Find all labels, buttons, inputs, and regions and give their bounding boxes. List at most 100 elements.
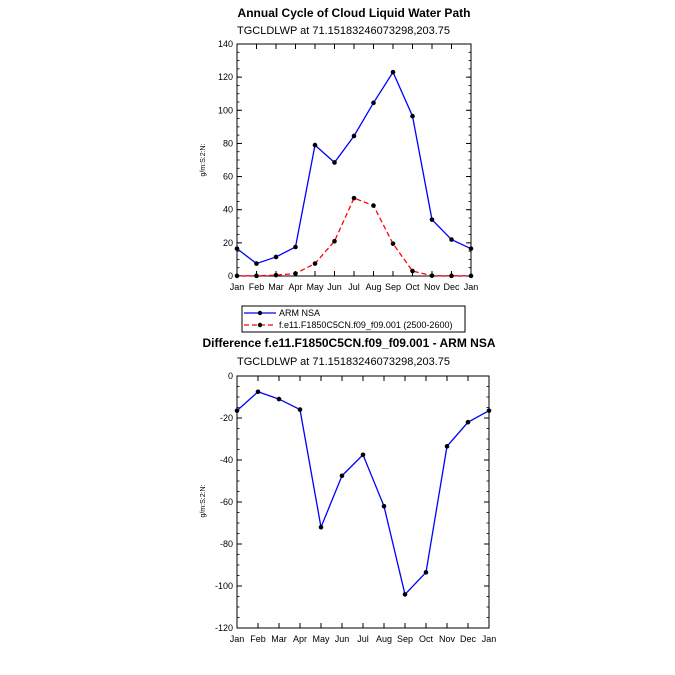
data-point (339, 473, 345, 479)
y-axis-label: g/m:S:2:N: (200, 143, 207, 176)
data-point (312, 142, 318, 148)
series-line-0 (236, 70, 472, 265)
y-tick-label: 120 (218, 72, 233, 82)
legend-label-model: f.e11.F1850C5CN.f09_f09.001 (2500-2600) (279, 320, 452, 330)
data-point (423, 570, 429, 575)
legend-box (241, 305, 466, 333)
data-point (468, 273, 474, 279)
x-tick-label: Jan (230, 634, 245, 644)
plot-area: 0 20 40 60 80 100 120 140 Jan Feb Mar Apr May Jun Jul A… (218, 39, 478, 292)
data-point (410, 113, 415, 119)
data-point (449, 237, 454, 242)
legend-label-arm-nsa: ARM NSA (279, 308, 320, 318)
x-tick-label: Jun (335, 634, 350, 644)
x-tick-label: Apr (293, 634, 307, 644)
x-tick-label: Jan (230, 282, 245, 292)
plot-frame (236, 375, 490, 629)
x-tick-label: Aug (365, 282, 381, 292)
data-point (444, 444, 450, 449)
annual-cycle-panel: Annual Cycle of Cloud Liquid Water Path … (200, 6, 478, 333)
data-point (293, 271, 298, 276)
data-point (255, 389, 261, 395)
data-point (332, 160, 337, 165)
data-point (273, 272, 279, 278)
y-tick-label: 20 (223, 238, 233, 248)
x-tick-label: Sep (385, 282, 401, 292)
data-point (293, 244, 298, 250)
y-tick-label: -20 (220, 413, 233, 423)
x-tick-label: Jan (464, 282, 479, 292)
data-point (486, 408, 492, 413)
series-line-0 (236, 391, 490, 596)
y-axis-label: g/m:S:2:N: (200, 484, 207, 517)
y-tick-label: 60 (223, 172, 233, 182)
x-tick-label: Aug (376, 634, 392, 644)
y-tick-label: -60 (220, 497, 233, 507)
y-tick-label: 0 (228, 371, 233, 381)
data-point (429, 273, 435, 278)
legend-marker-arm-nsa (257, 310, 263, 316)
data-point (410, 268, 415, 274)
plot-area: -120 -100 -80 -60 -40 -20 0 Jan Feb Mar Apr May Jun J… (215, 371, 496, 644)
y-tick-label: 0 (228, 271, 233, 281)
x-tick-label: Jul (348, 282, 360, 292)
chart-subtitle: TGCLDLWP at 71.15183246073298,203.75 (237, 25, 450, 37)
x-tick-label: Dec (443, 282, 460, 292)
legend: ARM NSA f.e11.F1850C5CN.f09_f09.001 (250… (241, 305, 466, 333)
data-point (381, 503, 387, 509)
y-tick-label: -80 (220, 539, 233, 549)
data-point (429, 217, 435, 222)
chart-title: Difference f.e11.F1850C5CN.f09_f09.001 -… (202, 336, 495, 350)
y-tick-label: -100 (215, 581, 233, 591)
data-point (360, 452, 366, 458)
x-tick-label: Jun (327, 282, 342, 292)
data-point (351, 195, 357, 201)
data-point (332, 238, 337, 244)
y-tick-label: 80 (223, 138, 233, 148)
x-tick-label: Sep (397, 634, 413, 644)
x-tick-label: May (306, 282, 324, 292)
plot-frame (236, 43, 472, 277)
chart-title: Annual Cycle of Cloud Liquid Water Path (238, 6, 471, 20)
data-point (449, 273, 454, 279)
x-tick-label: Apr (288, 282, 302, 292)
x-tick-label: Feb (249, 282, 265, 292)
y-tick-label: 100 (218, 105, 233, 115)
legend-marker-model (257, 322, 263, 328)
difference-panel: Difference f.e11.F1850C5CN.f09_f09.001 -… (200, 336, 496, 644)
data-point (318, 524, 324, 530)
data-point (390, 241, 396, 246)
x-tick-label: Feb (250, 634, 266, 644)
x-tick-label: Dec (460, 634, 477, 644)
y-tick-label: -120 (215, 623, 233, 633)
data-point (297, 407, 303, 412)
x-tick-label: Nov (439, 634, 456, 644)
x-tick-label: Oct (419, 634, 434, 644)
data-point (371, 100, 376, 106)
y-tick-label: 40 (223, 205, 233, 215)
data-point (254, 261, 259, 266)
data-point (276, 396, 282, 402)
x-tick-label: Jan (482, 634, 497, 644)
x-tick-label: Nov (424, 282, 441, 292)
series-line-1 (237, 197, 471, 277)
x-tick-label: Mar (268, 282, 284, 292)
data-point (371, 203, 376, 208)
data-point (468, 246, 474, 251)
data-point (390, 69, 396, 75)
data-point (312, 261, 318, 266)
data-point (234, 408, 240, 413)
chart-subtitle: TGCLDLWP at 71.15183246073298,203.75 (237, 356, 450, 368)
y-tick-label: 140 (218, 39, 233, 49)
data-point (234, 273, 240, 279)
data-point (273, 254, 279, 260)
data-point (465, 419, 471, 425)
x-tick-label: Oct (405, 282, 420, 292)
x-tick-label: May (312, 634, 330, 644)
data-point (234, 246, 240, 251)
data-point (351, 133, 357, 139)
x-tick-label: Mar (271, 634, 287, 644)
x-tick-label: Jul (357, 634, 369, 644)
y-tick-label: -40 (220, 455, 233, 465)
